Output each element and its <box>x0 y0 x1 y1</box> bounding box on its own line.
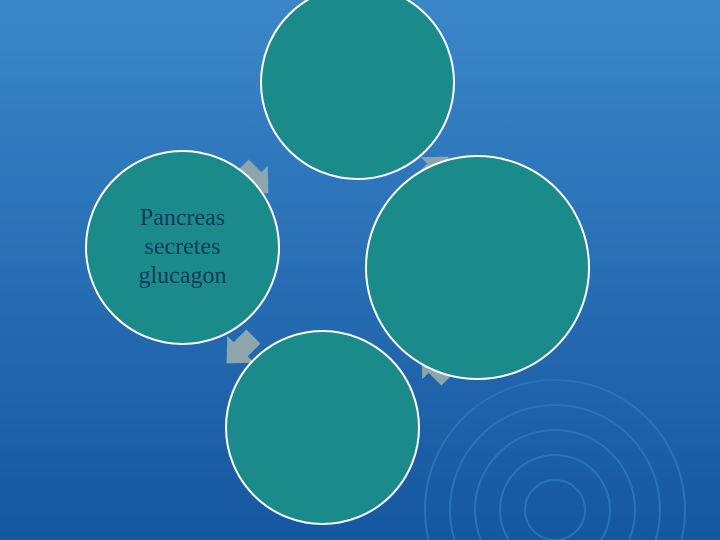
cycle-node-label: Pancreassecretesglucagon <box>131 204 235 290</box>
cycle-node-right <box>365 155 590 380</box>
diagram-stage: Normal bloodglucoseproduction Pancreasse… <box>0 0 720 540</box>
cycle-node-left: Pancreassecretesglucagon <box>85 150 280 345</box>
cycle-node-bottom <box>225 330 420 525</box>
